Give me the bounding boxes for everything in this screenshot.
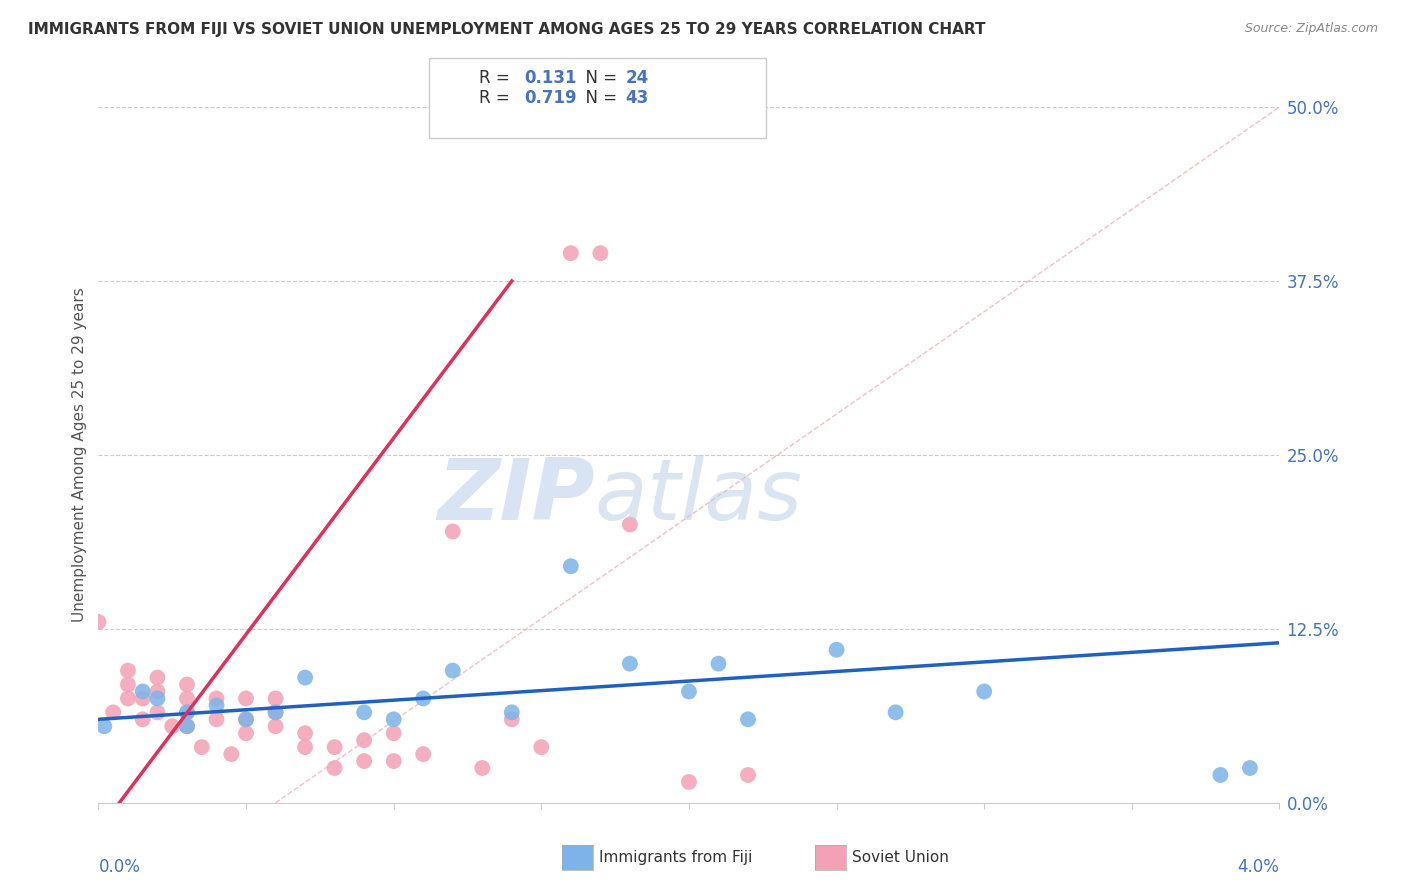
Text: 0.131: 0.131	[524, 69, 576, 87]
Point	[619, 657, 641, 671]
Point	[589, 246, 612, 260]
Point	[162, 719, 183, 733]
Point	[323, 740, 346, 755]
Point	[103, 706, 125, 720]
Point	[294, 726, 316, 740]
Point	[530, 740, 553, 755]
Point	[235, 712, 257, 726]
Point	[737, 768, 759, 782]
Point	[205, 712, 228, 726]
Point	[412, 691, 434, 706]
Point	[176, 691, 198, 706]
Point	[117, 677, 139, 691]
Point	[619, 517, 641, 532]
Text: R =: R =	[479, 69, 516, 87]
Point	[117, 691, 139, 706]
Point	[501, 712, 523, 726]
Point	[176, 677, 198, 691]
Point	[146, 671, 169, 685]
Point	[353, 706, 375, 720]
Point	[132, 691, 155, 706]
Point	[382, 726, 405, 740]
Point	[441, 664, 464, 678]
Text: Source: ZipAtlas.com: Source: ZipAtlas.com	[1244, 22, 1378, 36]
Point	[353, 733, 375, 747]
Point	[146, 691, 169, 706]
Point	[441, 524, 464, 539]
Text: 43: 43	[626, 89, 650, 107]
Point	[146, 684, 169, 698]
Point	[191, 740, 214, 755]
Point	[412, 747, 434, 761]
Point	[1239, 761, 1261, 775]
Point	[176, 719, 198, 733]
Point	[501, 706, 523, 720]
Text: atlas: atlas	[595, 455, 803, 538]
Point	[560, 246, 582, 260]
Point	[146, 706, 169, 720]
Text: N =: N =	[575, 89, 623, 107]
Point	[884, 706, 907, 720]
Point	[560, 559, 582, 574]
Point	[87, 615, 110, 629]
Point	[235, 691, 257, 706]
Point	[132, 712, 155, 726]
Point	[176, 706, 198, 720]
Text: 24: 24	[626, 69, 650, 87]
Point	[176, 706, 198, 720]
Point	[132, 684, 155, 698]
Point	[205, 691, 228, 706]
Y-axis label: Unemployment Among Ages 25 to 29 years: Unemployment Among Ages 25 to 29 years	[72, 287, 87, 623]
Point	[353, 754, 375, 768]
Point	[235, 712, 257, 726]
Point	[264, 691, 287, 706]
Text: Soviet Union: Soviet Union	[852, 850, 949, 864]
Point	[264, 706, 287, 720]
Point	[737, 712, 759, 726]
Point	[678, 775, 700, 789]
Text: R =: R =	[479, 89, 516, 107]
Text: ZIP: ZIP	[437, 455, 595, 538]
Point	[323, 761, 346, 775]
Point	[825, 642, 848, 657]
Text: IMMIGRANTS FROM FIJI VS SOVIET UNION UNEMPLOYMENT AMONG AGES 25 TO 29 YEARS CORR: IMMIGRANTS FROM FIJI VS SOVIET UNION UNE…	[28, 22, 986, 37]
Point	[382, 712, 405, 726]
Point	[973, 684, 995, 698]
Point	[264, 719, 287, 733]
Point	[117, 664, 139, 678]
Point	[264, 706, 287, 720]
Point	[235, 726, 257, 740]
Point	[382, 754, 405, 768]
Point	[93, 719, 115, 733]
Point	[294, 740, 316, 755]
Point	[219, 747, 242, 761]
Text: N =: N =	[575, 69, 623, 87]
Point	[294, 671, 316, 685]
Point	[1209, 768, 1232, 782]
Point	[176, 719, 198, 733]
Text: 0.0%: 0.0%	[98, 858, 141, 877]
Text: 0.719: 0.719	[524, 89, 576, 107]
Point	[678, 684, 700, 698]
Point	[205, 698, 228, 713]
Text: 4.0%: 4.0%	[1237, 858, 1279, 877]
Point	[471, 761, 494, 775]
Point	[707, 657, 730, 671]
Text: Immigrants from Fiji: Immigrants from Fiji	[599, 850, 752, 864]
